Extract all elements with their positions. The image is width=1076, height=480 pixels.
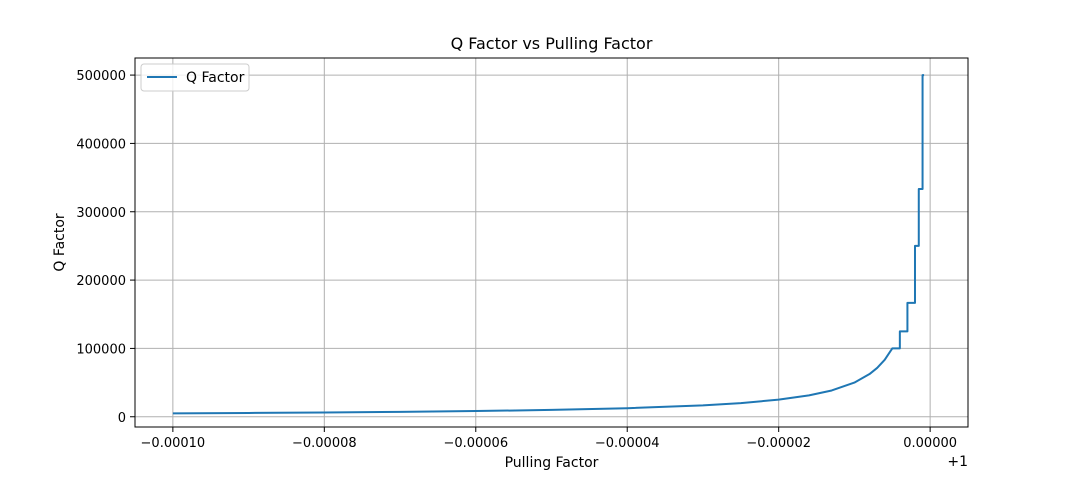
- y-tick-label: 0: [118, 411, 126, 426]
- legend-entry-q-factor: Q Factor: [186, 70, 245, 86]
- plot-frame: [134, 57, 969, 428]
- y-axis: 0 100000 200000 300000 400000 500000: [76, 69, 135, 426]
- x-tick-label: −0.00002: [746, 436, 811, 451]
- x-axis-offset-label: +1: [947, 454, 968, 470]
- y-tick-label: 200000: [76, 274, 126, 289]
- y-tick-label: 400000: [76, 137, 126, 152]
- series-layer: [172, 74, 925, 415]
- x-tick-label: −0.00006: [443, 436, 508, 451]
- x-tick-label: −0.00010: [141, 436, 206, 451]
- legend-box: [140, 63, 250, 92]
- y-tick-label: 100000: [76, 342, 126, 357]
- y-axis-label: Q Factor: [52, 213, 68, 272]
- legend: Q Factor: [140, 63, 250, 92]
- x-tick-label: −0.00008: [292, 436, 357, 451]
- chart-title: Q Factor vs Pulling Factor: [451, 34, 653, 53]
- x-tick-label: 0.00000: [903, 436, 957, 451]
- series-line-q-factor: [172, 74, 925, 415]
- x-tick-label: −0.00004: [595, 436, 660, 451]
- y-tick-label: 500000: [76, 69, 126, 84]
- y-tick-label: 300000: [76, 206, 126, 221]
- x-axis: −0.00010 −0.00008 −0.00006 −0.00004 −0.00002…: [141, 427, 957, 451]
- plot-area: [135, 58, 968, 427]
- grid: [135, 58, 968, 427]
- x-axis-label: Pulling Factor: [505, 455, 599, 471]
